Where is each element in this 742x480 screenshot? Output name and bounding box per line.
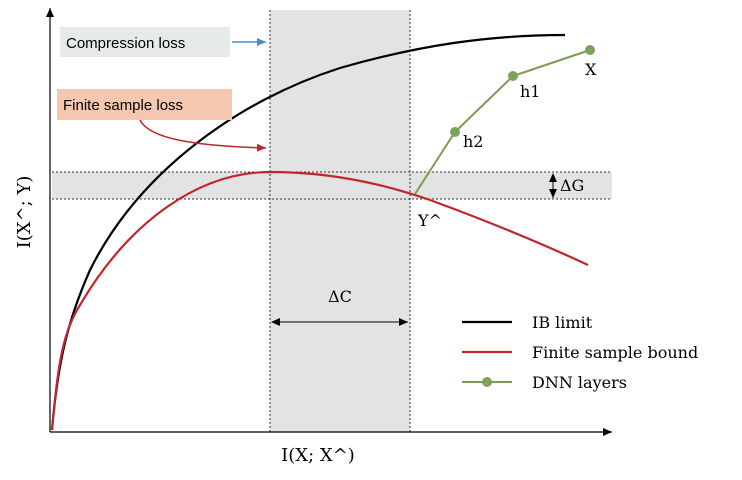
finite-sample-loss-arrow [139,119,267,152]
dnn-point-h2 [450,127,460,137]
x-axis-label: I(X; X^) [281,445,355,466]
dnn-point-h1 [508,71,518,81]
point-label-x: X [585,60,597,79]
legend-marker-dnn-layers [482,377,492,387]
delta-c-label: ΔC [328,287,352,306]
legend: IB limit Finite sample bound DNN layers [462,313,698,392]
finite-sample-bound-curve [50,170,589,431]
delta-g-label: ΔG [560,176,584,195]
y-axis-label: I(X^; Y) [14,176,35,249]
compression-loss-box [60,27,230,57]
dnn-layers-line [414,49,591,195]
point-label-h1: h1 [520,82,540,101]
point-label-h2: h2 [463,132,483,151]
legend-label-finite-sample-bound: Finite sample bound [532,343,698,362]
compression-loss-label: Compression loss [66,35,185,52]
legend-label-dnn-layers: DNN layers [532,373,627,392]
point-label-y-hat: Y^ [417,211,442,230]
finite-sample-loss-box [57,89,232,120]
dnn-point-x [585,45,595,55]
legend-label-ib-limit: IB limit [532,313,593,332]
compression-gap-band [270,10,410,432]
finite-sample-loss-label: Finite sample loss [63,97,183,114]
